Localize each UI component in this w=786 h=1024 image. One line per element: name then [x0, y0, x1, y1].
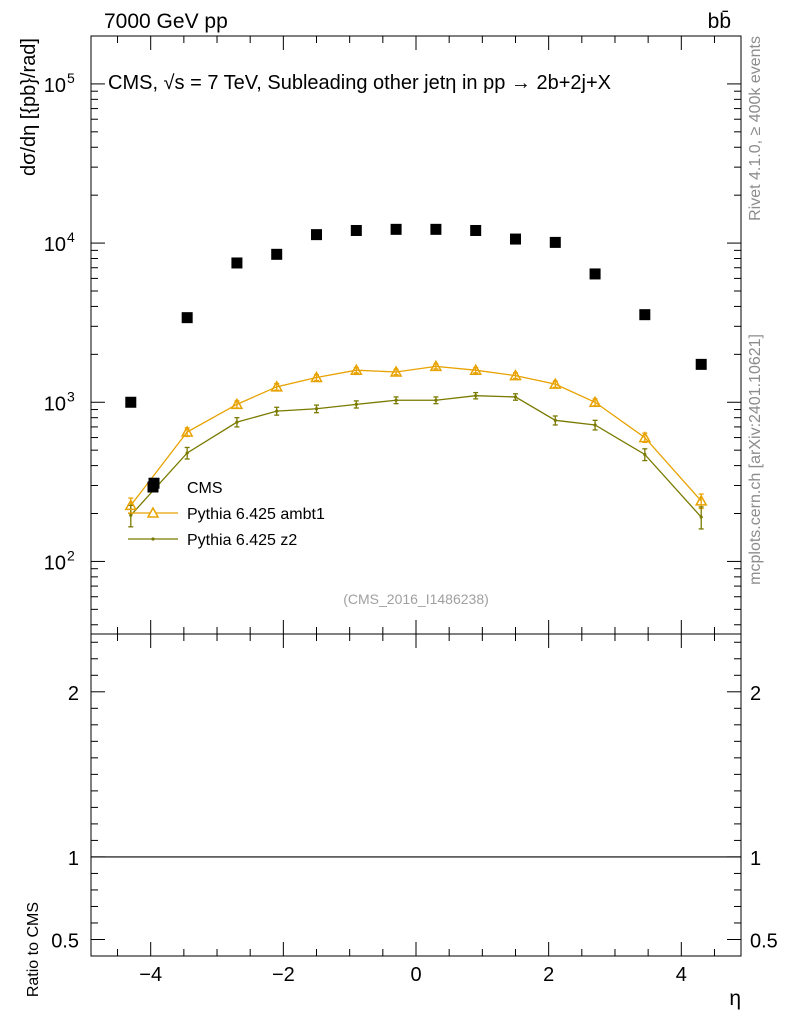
- series-line-1: [130, 365, 702, 506]
- legend-marker-triangle: [146, 506, 160, 518]
- process-label: bb̄: [708, 10, 731, 33]
- ambt1-data-point: [469, 363, 482, 375]
- axis-ticks: [91, 35, 741, 956]
- series-lines: [130, 365, 702, 518]
- x-tick-label: 2: [543, 964, 554, 986]
- y-tick-exponent: 2: [67, 547, 75, 563]
- cms-data-point: [430, 223, 442, 235]
- z2-data-point: [553, 418, 557, 422]
- ratio-axis-label: Ratio to CMS: [25, 902, 42, 997]
- y-tick-exponent: 5: [67, 70, 75, 86]
- x-tick-label: −4: [139, 964, 162, 986]
- legend: CMS Pythia 6.425 ambt1 Pythia 6.425 z2: [128, 480, 325, 549]
- ambt1-data-point: [549, 377, 562, 389]
- chart-title: CMS, √s = 7 TeV, Subleading other jetη i…: [108, 72, 611, 94]
- ambt1-data-point: [124, 498, 138, 511]
- y-tick-label: 10: [44, 552, 66, 574]
- y-axis-label: dσ/dη [{pb}/rad]: [18, 38, 40, 176]
- ratio-tick-label-right: 2: [750, 683, 761, 705]
- ambt1-data-point: [270, 380, 283, 392]
- z2-data-point: [235, 420, 239, 424]
- z2-data-point: [513, 395, 518, 399]
- cms-data-point: [311, 229, 323, 241]
- cms-data-point: [470, 224, 482, 236]
- ambt1-data-point: [230, 397, 244, 410]
- cms-data-point: [695, 358, 707, 370]
- legend-marker-dot: [151, 537, 155, 541]
- ambt1-data-point: [588, 395, 602, 408]
- ratio-plot-frame: [90, 633, 742, 957]
- z2-data-point: [434, 398, 438, 402]
- ratio-tick-labels: 0.5 0.5 1 1 2 2: [51, 683, 778, 953]
- z2-data-point: [643, 452, 647, 457]
- ambt1-data-point: [350, 363, 363, 375]
- rivet-version-label: Rivet 4.1.0, ≥ 400k events: [747, 36, 764, 221]
- cms-data-point: [271, 248, 283, 260]
- z2-data-point: [593, 423, 597, 427]
- x-tick-labels: −4 −2 0 2 4: [139, 964, 687, 986]
- z2-data-point: [185, 451, 189, 455]
- mcplots-label: mcplots.cern.ch [arXiv:2401.10621]: [747, 334, 764, 585]
- cms-data-point: [350, 224, 362, 236]
- x-axis-label: η: [729, 987, 741, 1010]
- ratio-tick-label-left: 1: [68, 848, 79, 870]
- ambt1-data-point: [310, 370, 323, 383]
- ambt1-data-point: [509, 369, 522, 381]
- ratio-tick-label-left: 0.5: [51, 930, 79, 952]
- x-tick-label: 4: [676, 964, 687, 986]
- cms-data-point: [589, 268, 601, 280]
- cms-data-point: [125, 396, 137, 408]
- legend-marker-cms: [147, 481, 159, 493]
- cms-data-point: [231, 257, 243, 269]
- cms-data-point: [181, 312, 193, 324]
- ratio-tick-label-left: 2: [68, 683, 79, 705]
- ambt1-data-point: [638, 431, 652, 443]
- y-tick-label: 10: [44, 234, 66, 256]
- ambt1-data-point: [389, 365, 403, 377]
- cms-data-point: [390, 223, 402, 235]
- series-error-bars: [128, 363, 704, 530]
- z2-data-point: [314, 407, 319, 411]
- legend-label: Pythia 6.425 z2: [187, 532, 297, 549]
- cms-data-point: [509, 233, 521, 245]
- x-tick-label: 0: [410, 964, 421, 986]
- ratio-tick-label-right: 0.5: [750, 930, 778, 952]
- legend-label: CMS: [187, 480, 223, 497]
- cms-data-point: [549, 236, 561, 248]
- energy-label: 7000 GeV pp: [104, 10, 228, 33]
- z2-data-point: [699, 515, 703, 519]
- z2-data-point: [129, 513, 133, 517]
- x-tick-label: −2: [272, 964, 295, 986]
- ratio-tick-label-right: 1: [750, 848, 761, 870]
- ambt1-data-point: [694, 494, 708, 506]
- y-tick-exponent: 4: [67, 229, 75, 245]
- z2-data-point: [394, 398, 398, 402]
- ambt1-data-point: [429, 359, 443, 372]
- z2-data-point: [354, 402, 358, 406]
- z2-data-point: [474, 394, 478, 398]
- y-tick-label: 10: [44, 75, 66, 97]
- legend-label: Pythia 6.425 ambt1: [187, 506, 325, 523]
- y-tick-label: 10: [44, 393, 66, 415]
- series-markers: [124, 223, 708, 519]
- analysis-id-watermark: (CMS_2016_I1486238): [343, 591, 489, 607]
- series-line-2: [130, 395, 702, 518]
- cms-data-point: [639, 309, 651, 321]
- y-tick-exponent: 3: [67, 388, 75, 404]
- z2-data-point: [275, 409, 279, 413]
- ambt1-data-point: [180, 425, 194, 437]
